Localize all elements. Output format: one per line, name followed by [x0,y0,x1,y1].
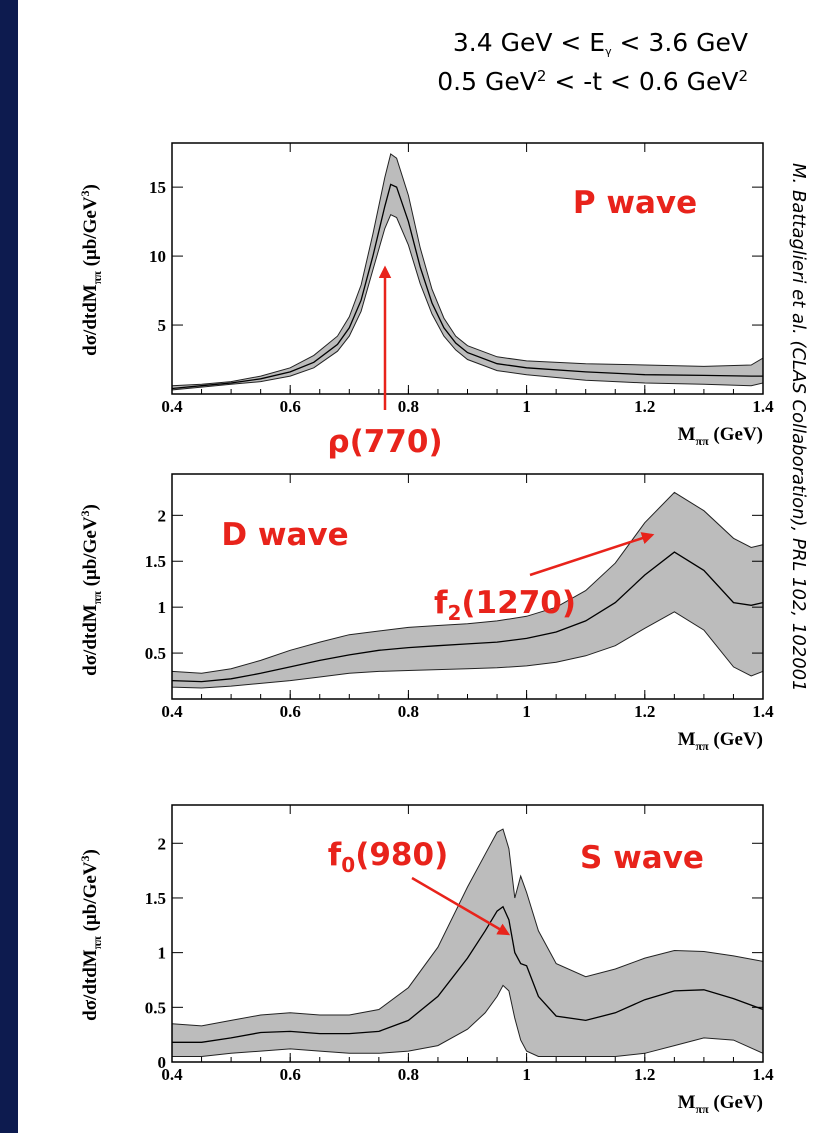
x-axis-label: Mππ (GeV) [678,424,763,448]
energy-range-text-end: < 3.6 GeV [611,28,748,57]
central-curve [172,905,764,1043]
y-tick-label: 1.5 [145,889,166,908]
x-tick-label: 0.8 [398,702,419,721]
x-tick-label: 0.8 [398,1065,419,1084]
energy-range-label: 3.4 GeV < Eγ < 3.6 GeV [453,28,748,58]
x-tick-label: 0.6 [280,1065,301,1084]
annotation-arrow [411,876,511,936]
x-tick-label: 1.2 [634,702,655,721]
x-tick-label: 1.4 [752,397,774,416]
wave-label: D wave [221,517,348,553]
chart-panel-1: 0.4 0.6 0.8 1 1.2 1.4 5 10 15 Mππ (GeV) dσ/dtdMππ … [78,142,774,460]
chart-panel-3: 0.4 0.6 0.8 1 1.2 1.4 0 0.5 1 1.5 2 Mππ (GeV) dσ/dtd… [78,804,774,1116]
peak-annotation-label: f2(1270) [434,585,576,625]
x-axis-label: Mππ (GeV) [678,1092,763,1116]
x-tick-label: 1.4 [752,702,774,721]
central-curve [171,551,764,683]
x-tick-label: 0.6 [280,397,301,416]
y-tick-label: 5 [158,316,167,335]
x-tick-label: 0.4 [161,702,183,721]
x-tick-label: 0.4 [161,1065,183,1084]
y-tick-label: 2 [158,506,167,525]
wave-label: S wave [580,840,704,876]
momentum-transfer-text-mid: < -t < 0.6 GeV [546,67,739,96]
x-tick-label: 1.2 [634,1065,655,1084]
energy-range-subscript: γ [605,45,612,58]
y-tick-label: 10 [149,247,166,266]
x-tick-label: 0.6 [280,702,301,721]
y-tick-label: 0.5 [145,644,166,663]
energy-range-text: 3.4 GeV < E [452,28,606,57]
y-tick-label: 0 [158,1053,167,1072]
x-tick-label: 1.2 [634,397,655,416]
y-axis-label: dσ/dtdMππ (μb/GeV3) [78,184,104,356]
x-tick-label: 1 [522,702,531,721]
x-tick-label: 0.4 [161,397,183,416]
x-tick-label: 1.4 [752,1065,774,1084]
peak-annotation-label: ρ(770) [327,424,442,460]
momentum-transfer-sup-1: 2 [536,67,547,85]
x-axis-label: Mππ (GeV) [678,729,763,753]
peak-annotation-label: f0(980) [328,837,448,877]
y-tick-label: 1.5 [145,552,166,571]
y-tick-label: 1 [158,598,167,617]
wave-label: P wave [573,185,697,221]
y-tick-label: 2 [158,834,167,853]
chart-panel-2: 0.4 0.6 0.8 1 1.2 1.4 0.5 1 1.5 2 Mππ (GeV) dσ/dtdM… [78,473,774,753]
x-tick-label: 1 [522,397,531,416]
x-tick-label: 1 [522,1065,531,1084]
y-tick-label: 15 [149,178,166,197]
x-tick-label: 0.8 [398,397,419,416]
y-axis-label: dσ/dtdMππ (μb/GeV3) [78,849,104,1021]
y-tick-label: 0.5 [145,998,166,1017]
central-curve [171,183,763,390]
momentum-transfer-text: 0.5 GeV [437,67,537,96]
momentum-transfer-label: 0.5 GeV2 < -t < 0.6 GeV2 [437,67,748,96]
annotation-arrow [529,532,655,577]
momentum-transfer-sup-2: 2 [738,67,748,85]
y-axis-label: dσ/dtdMππ (μb/GeV3) [78,504,104,676]
y-tick-label: 1 [158,944,167,963]
